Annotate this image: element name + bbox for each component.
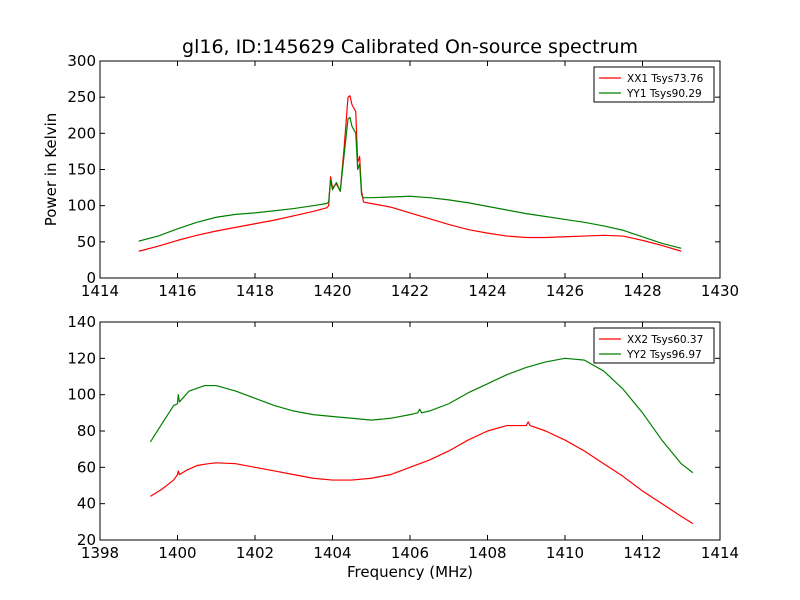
x-tick-label: 1400 (158, 544, 196, 562)
series-line-1-2 (138, 116, 682, 249)
x-tick-label: 1422 (391, 282, 429, 300)
y-tick-label: 150 (67, 161, 96, 179)
legend-box (593, 66, 715, 103)
y-tick-label: 250 (67, 88, 96, 106)
legend-box (593, 327, 715, 364)
legend: XX2 Tsys60.37 YY2 Tsys96.97 (593, 327, 715, 364)
y-tick-label: 80 (77, 422, 96, 440)
y-tick-label: 0 (86, 269, 96, 287)
x-tick-label: 1398 (81, 544, 119, 562)
y-tick-label: 20 (77, 531, 96, 549)
x-axis-label: Frequency (MHz) (347, 563, 473, 581)
y-tick-label: 120 (67, 349, 96, 367)
x-tick-label: 1424 (468, 282, 506, 300)
series-line-2-1 (150, 421, 694, 525)
y-tick-label: 40 (77, 495, 96, 513)
x-tick-label: 1410 (546, 544, 584, 562)
x-tick-label: 1418 (236, 282, 274, 300)
x-tick-label: 1412 (623, 544, 661, 562)
x-tick-label: 1402 (236, 544, 274, 562)
y-axis-label: Power in Kelvin (42, 113, 60, 227)
legend-label-1: XX2 Tsys60.37 (627, 334, 703, 346)
y-tick-label: 300 (67, 52, 96, 70)
x-tick-label: 1430 (701, 282, 739, 300)
x-tick-label: 1414 (81, 282, 119, 300)
x-tick-label: 1404 (313, 544, 351, 562)
chart-title: gl16, ID:145629 Calibrated On-source spe… (182, 36, 638, 58)
x-tick-label: 1414 (701, 544, 739, 562)
chart-1: 1414 1416 1418 1420 1422 1424 1426 1428 1430 0 50 1… (42, 52, 739, 300)
legend-label-2: YY1 Tsys90.29 (626, 88, 702, 100)
y-tick-label: 50 (77, 233, 96, 251)
x-tick-label: 1428 (623, 282, 661, 300)
y-tick-label: 100 (67, 197, 96, 215)
series-line-1-1 (138, 95, 682, 252)
x-tick-label: 1408 (468, 544, 506, 562)
y-tick-label: 100 (67, 386, 96, 404)
legend-label-1: XX1 Tsys73.76 (627, 73, 704, 85)
chart-2: 1398 1400 1402 1404 1406 1408 1410 1412 1414 20 40… (67, 313, 739, 581)
y-tick-label: 140 (67, 313, 96, 331)
legend: XX1 Tsys73.76 YY1 Tsys90.29 (593, 66, 715, 103)
charts-root: 1414 1416 1418 1420 1422 1424 1426 1428 1430 0 50 1… (42, 52, 739, 581)
x-tick-label: 1416 (158, 282, 196, 300)
x-tick-label: 1426 (546, 282, 584, 300)
y-tick-label: 60 (77, 458, 96, 476)
series-line-2-2 (149, 357, 694, 474)
x-tick-label: 1420 (313, 282, 351, 300)
legend-label-2: YY2 Tsys96.97 (626, 349, 702, 361)
y-tick-label: 200 (67, 124, 96, 142)
x-tick-label: 1406 (391, 544, 429, 562)
